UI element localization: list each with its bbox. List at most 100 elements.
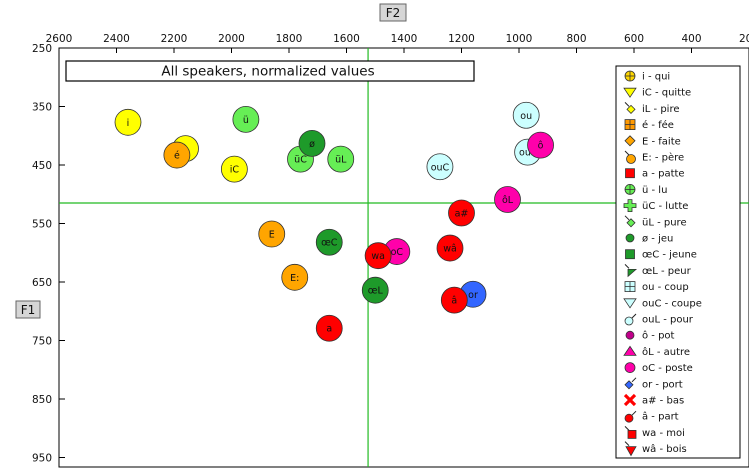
legend-marker-icon <box>624 426 637 439</box>
point-label: ü <box>243 115 249 126</box>
point-label: a <box>326 324 332 335</box>
legend-marker-icon <box>624 102 636 114</box>
point-label: wa <box>371 251 385 262</box>
data-points: iiCiLéEE:aüüCüLøœCœLououCouLôôLoCora#âwa… <box>114 101 554 342</box>
point-marker <box>448 199 475 227</box>
point-label: E: <box>290 273 299 284</box>
point-label: wâ <box>443 244 457 255</box>
legend-marker-icon <box>623 199 637 212</box>
legend-label: iC - quitte <box>642 88 691 99</box>
point-label: iC <box>230 165 240 176</box>
point-label: ou <box>520 111 532 122</box>
legend-marker-icon <box>625 249 635 260</box>
x-tick-label: 800 <box>566 33 586 45</box>
point-marker <box>163 141 191 169</box>
legend-marker-icon <box>624 119 636 130</box>
legend-label: E: - père <box>642 152 684 164</box>
legend-item: a - patte <box>625 168 685 180</box>
legend-label: a - patte <box>642 169 685 180</box>
legend-item: oC - poste <box>624 362 693 374</box>
legend-marker-icon <box>624 264 638 278</box>
legend-label: a# - bas <box>642 396 684 407</box>
point-label: E <box>269 230 275 241</box>
legend-marker-icon <box>625 168 635 179</box>
point-label: üL <box>335 155 347 166</box>
legend-label: wa - moi <box>642 428 685 439</box>
data-point: E: <box>281 263 309 291</box>
legend-item: â - part <box>624 410 679 423</box>
legend-marker-icon <box>625 233 635 243</box>
point-label: â <box>451 296 457 307</box>
point-marker <box>440 286 468 314</box>
legend-item: üC - lutte <box>623 199 688 212</box>
legend-item: E: - père <box>624 150 684 164</box>
legend-label: ü - lu <box>642 185 667 196</box>
data-point: üL <box>327 145 355 173</box>
legend-marker-icon <box>624 215 636 228</box>
legend-item: a# - bas <box>623 393 684 407</box>
data-point: ô <box>527 131 554 159</box>
legend-marker-icon <box>624 313 637 326</box>
legend-item: ouL - pour <box>624 313 694 326</box>
x-tick-label: 2600 <box>46 33 73 45</box>
data-point: ø <box>298 129 326 157</box>
data-point: a <box>315 314 343 342</box>
legend-label: ouL - pour <box>642 315 694 326</box>
data-point: é <box>163 141 191 169</box>
point-label: ouL <box>519 148 537 159</box>
legend-marker-icon <box>624 377 637 390</box>
legend-marker-icon <box>624 183 636 195</box>
legend-marker-icon <box>624 150 636 164</box>
point-label: é <box>174 151 180 162</box>
data-point: œL <box>361 276 389 304</box>
data-point: ou <box>512 101 540 129</box>
legend-marker-icon <box>624 70 636 82</box>
y-tick-label: 250 <box>32 43 52 55</box>
legend-item: wâ - bois <box>624 441 687 457</box>
point-label: ouC <box>431 162 450 173</box>
y-tick-label: 350 <box>32 102 52 114</box>
legend-item: wa - moi <box>624 426 685 439</box>
legend-label: ô - pot <box>642 330 675 342</box>
point-marker <box>298 129 326 157</box>
point-marker <box>315 228 343 256</box>
point-marker <box>220 155 248 183</box>
point-marker <box>327 145 355 173</box>
point-marker <box>512 101 540 129</box>
legend-marker-icon <box>623 393 637 407</box>
x-tick-label: 1200 <box>448 33 475 45</box>
legend-marker-icon <box>623 298 637 309</box>
point-marker <box>527 131 554 159</box>
data-point: œC <box>315 228 343 256</box>
svg-text:F2: F2 <box>386 6 401 20</box>
point-marker <box>232 105 260 133</box>
legend-marker-icon <box>624 410 637 423</box>
x-axis-title: F2 <box>379 3 407 22</box>
point-label: a# <box>455 208 469 219</box>
legend-label: œC - jeune <box>642 250 697 261</box>
y-axis: 250 350 450 550 650 750 850 950 <box>32 43 65 465</box>
point-marker <box>364 242 392 270</box>
data-point: E <box>258 220 286 248</box>
point-label: oC <box>391 247 404 258</box>
x-tick-label: 2400 <box>103 33 130 45</box>
x-tick-label: 1000 <box>506 33 533 45</box>
x-tick-label: 200 <box>739 33 749 45</box>
legend-item: iC - quitte <box>623 88 691 99</box>
x-tick-label: 2200 <box>161 33 188 45</box>
legend-label: é - fée <box>642 119 674 131</box>
x-axis: 2600 2400 2200 2000 1800 1600 1400 1200 1000 800 6… <box>46 33 749 53</box>
chart-title: All speakers, normalized values <box>65 60 475 82</box>
point-marker <box>281 263 309 291</box>
y-tick-label: 650 <box>32 277 52 289</box>
data-point: wa <box>364 242 392 270</box>
x-tick-label: 1400 <box>391 33 418 45</box>
legend-item: ô - pot <box>625 330 675 342</box>
legend-item: i - qui <box>624 70 670 83</box>
point-label: or <box>468 290 478 301</box>
legend-item: iL - pire <box>624 102 680 115</box>
data-point: wâ <box>436 234 464 262</box>
legend-label: i - qui <box>642 72 670 83</box>
svg-text:All speakers, normalized value: All speakers, normalized values <box>161 64 374 80</box>
